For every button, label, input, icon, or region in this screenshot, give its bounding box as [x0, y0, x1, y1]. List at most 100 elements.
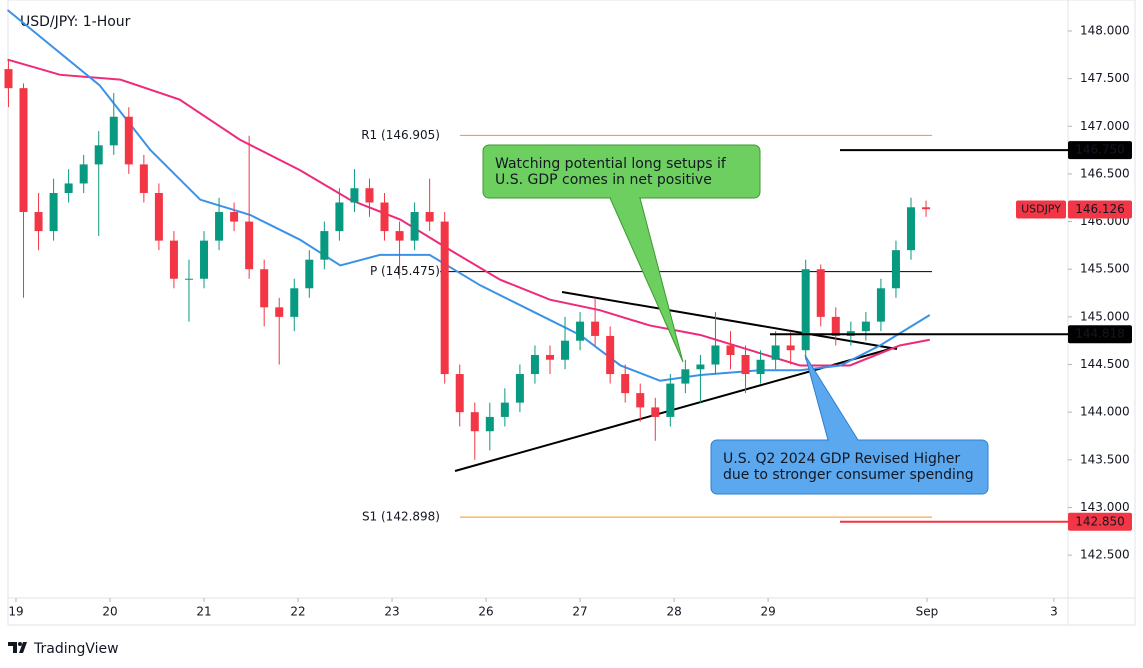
candle-body — [545, 354, 554, 360]
logo-mark — [8, 642, 27, 653]
candle-body — [365, 188, 374, 203]
candle-body — [4, 69, 13, 89]
footer-brand: TradingView — [33, 641, 119, 657]
candle-body — [500, 402, 509, 417]
candle-body — [591, 321, 600, 336]
price-marker-box — [1068, 141, 1132, 160]
candle-body — [410, 212, 419, 241]
candle-body — [455, 374, 464, 413]
symbol-label: USDJPY — [1021, 203, 1061, 216]
moving-average — [7, 58, 930, 367]
candle-body — [756, 359, 765, 375]
x-tick-label: 23 — [384, 605, 399, 619]
price-marker-label: 142.850 — [1075, 514, 1125, 528]
symbol-box — [1016, 200, 1066, 219]
candle-body — [651, 407, 660, 417]
tradingview-logo: TradingView — [8, 641, 119, 657]
y-tick-label: 143.500 — [1080, 452, 1130, 466]
price-marker-label: 146.750 — [1075, 143, 1125, 157]
candle-body — [470, 412, 479, 432]
logo-dot — [18, 642, 22, 646]
price-marker-label: 144.818 — [1075, 327, 1125, 341]
candle-body — [94, 145, 103, 165]
candle-body — [245, 221, 254, 270]
candle-body — [576, 321, 585, 341]
candle-body — [726, 345, 735, 355]
candle-body — [154, 192, 163, 241]
x-tick-label: 26 — [478, 605, 493, 619]
candle-body — [530, 354, 539, 375]
candle-body — [380, 202, 389, 232]
candle-body — [876, 288, 885, 322]
x-tick-label: 22 — [290, 605, 305, 619]
last-price-label: 146.126 — [1075, 202, 1125, 216]
candle-body — [275, 307, 284, 317]
candle-body — [771, 345, 780, 360]
candle-body — [64, 183, 73, 193]
y-tick-label: 143.000 — [1080, 500, 1130, 514]
candle-body — [831, 316, 840, 336]
candle-body — [606, 335, 615, 375]
callout-pointer — [609, 197, 684, 363]
candle-body — [320, 231, 329, 260]
candle-body — [260, 269, 269, 308]
x-tick-label: 20 — [102, 605, 117, 619]
pivot-label: S1 (142.898) — [362, 510, 440, 524]
candle-body — [786, 345, 795, 351]
pivot-label: P (145.475) — [370, 264, 440, 278]
candle-body — [34, 212, 43, 232]
candle-body — [305, 259, 314, 289]
candle-body — [621, 374, 630, 394]
candle-body — [891, 250, 900, 289]
pivot-label: R1 (146.905) — [361, 128, 440, 142]
candle-body — [124, 116, 133, 165]
candle-body — [515, 374, 524, 403]
callout-text: Watching potential long setups if — [495, 156, 727, 172]
y-tick-label: 148.000 — [1080, 23, 1130, 37]
candle-body — [636, 393, 645, 408]
candle-body — [79, 164, 88, 184]
candle-body — [200, 240, 209, 279]
candle-body — [109, 116, 118, 146]
chart-frame — [7, 0, 1136, 626]
trendline-upper — [561, 291, 898, 350]
last-price-box — [1068, 200, 1132, 219]
candle-body — [139, 164, 148, 193]
candle-body — [350, 188, 359, 203]
x-tick-label: 3 — [1050, 605, 1058, 619]
candle-body — [230, 212, 239, 222]
y-tick-label: 142.500 — [1080, 548, 1130, 562]
chart-title: USD/JPY: 1-Hour — [20, 14, 131, 30]
y-tick-label: 147.500 — [1080, 71, 1130, 85]
y-tick-label: 147.000 — [1080, 119, 1130, 133]
x-tick-label: 19 — [8, 605, 23, 619]
candle-body — [741, 354, 750, 375]
y-tick-label: 144.500 — [1080, 357, 1130, 371]
candle-body — [485, 416, 494, 432]
callout-pointer — [804, 354, 859, 441]
x-tick-label: 21 — [196, 605, 211, 619]
moving-average — [6, 9, 931, 382]
candle-body — [861, 321, 870, 332]
x-tick-label: 29 — [760, 605, 775, 619]
callout-text: due to stronger consumer spending — [723, 467, 974, 483]
candle-body — [711, 345, 720, 365]
candle-body — [922, 207, 931, 210]
candle-body — [440, 221, 449, 375]
price-marker-box — [1068, 325, 1132, 344]
candle-body — [425, 212, 434, 222]
candles — [4, 59, 931, 460]
x-tick-label: 28 — [666, 605, 681, 619]
x-tick-label: Sep — [916, 605, 939, 619]
x-tick-label: 27 — [572, 605, 587, 619]
y-tick-label: 144.000 — [1080, 405, 1130, 419]
candle-body — [666, 383, 675, 417]
candle-body — [816, 269, 825, 317]
candle-body — [335, 202, 344, 232]
y-tick-label: 146.500 — [1080, 166, 1130, 180]
candle-body — [561, 340, 570, 360]
callout-text: U.S. Q2 2024 GDP Revised Higher — [723, 451, 960, 467]
candle-body — [290, 288, 299, 317]
candle-body — [215, 212, 224, 241]
